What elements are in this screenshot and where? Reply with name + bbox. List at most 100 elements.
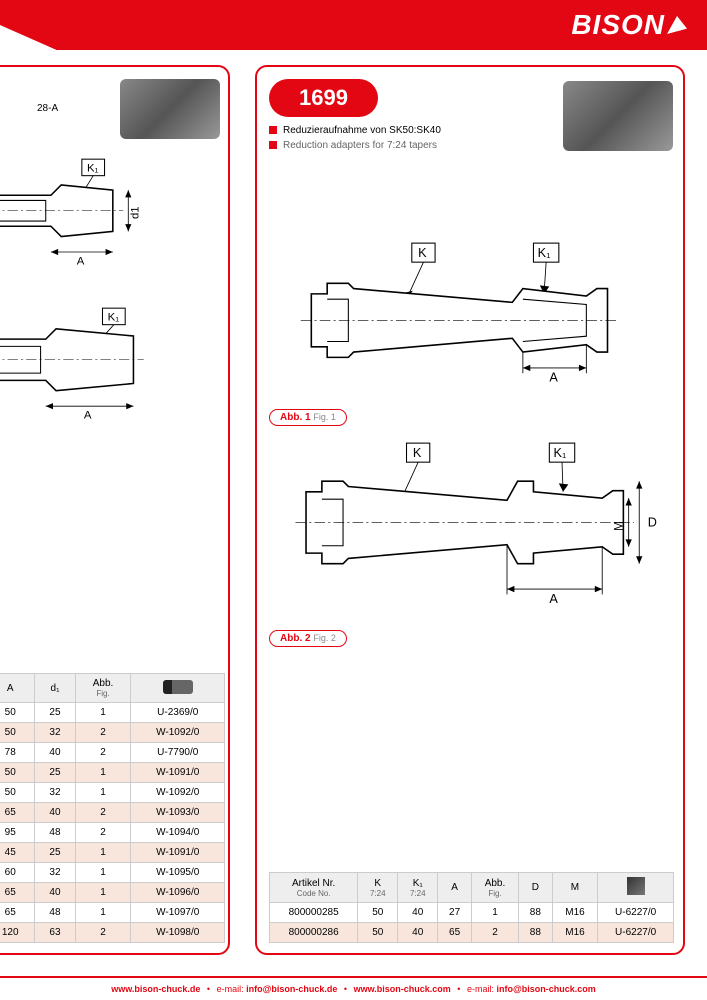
right-th: D <box>518 873 552 903</box>
table-row: 45251W-1091/0 <box>0 843 225 863</box>
left-diagram-1: K₁ A d1 <box>0 154 216 278</box>
right-diagram-fig2: K K₁ A D M <box>269 441 671 621</box>
svg-text:M: M <box>612 521 625 531</box>
table-cell: W-1094/0 <box>131 823 225 843</box>
fig2-label: Abb. 2 Fig. 2 <box>269 630 347 647</box>
page-footer: www.bison-chuck.de • e-mail: info@bison-… <box>0 976 707 1000</box>
table-cell: W-1092/0 <box>131 783 225 803</box>
table-cell: 88 <box>518 923 552 943</box>
table-cell: 88 <box>518 903 552 923</box>
table-cell: 2 <box>75 723 131 743</box>
svg-text:K₁: K₁ <box>87 163 99 175</box>
right-th: K7:24 <box>358 873 398 903</box>
screw-icon <box>163 680 193 694</box>
table-cell: 50 <box>358 903 398 923</box>
product-number-pill: 1699 <box>269 79 378 117</box>
left-th: d₁ <box>35 674 75 703</box>
table-cell: 40 <box>35 803 75 823</box>
brand-header: BISON <box>0 0 707 50</box>
footer-email-de: info@bison-chuck.de <box>246 984 337 994</box>
bullet-icon <box>269 141 277 149</box>
footer-url-de: www.bison-chuck.de <box>111 984 200 994</box>
table-cell: 40 <box>398 903 438 923</box>
table-cell: 1 <box>75 703 131 723</box>
cube-icon <box>627 877 645 895</box>
footer-url-com: www.bison-chuck.com <box>354 984 451 994</box>
svg-text:K₁: K₁ <box>554 446 567 460</box>
table-cell: W-1097/0 <box>131 903 225 923</box>
table-cell: 40 <box>35 743 75 763</box>
table-row: 65402W-1093/0 <box>0 803 225 823</box>
table-cell: 800000285 <box>270 903 358 923</box>
table-row: 50251W-1091/0 <box>0 763 225 783</box>
svg-text:A: A <box>84 409 92 421</box>
bullet-icon <box>269 126 277 134</box>
table-cell: M16 <box>552 903 597 923</box>
table-cell: 1 <box>75 843 131 863</box>
table-cell: 120 <box>0 923 35 943</box>
table-cell: 60 <box>0 863 35 883</box>
table-cell: 50 <box>0 783 35 803</box>
right-spec-table: Artikel Nr.Code No.K7:24K₁7:24AAbb.Fig.D… <box>269 872 674 943</box>
table-row: 120632W-1098/0 <box>0 923 225 943</box>
table-row: 50322W-1092/0 <box>0 723 225 743</box>
table-cell: 32 <box>35 863 75 883</box>
left-diagram-2: K₁ A <box>0 303 216 427</box>
table-cell: 2 <box>75 823 131 843</box>
right-diagrams: K K₁ A Abb. 1 Fig. 1 K K₁ A D <box>269 241 671 647</box>
table-cell: U-2369/0 <box>131 703 225 723</box>
right-th: Artikel Nr.Code No. <box>270 873 358 903</box>
table-cell: 40 <box>398 923 438 943</box>
table-cell: 800000286 <box>270 923 358 943</box>
right-th: Abb.Fig. <box>472 873 519 903</box>
table-cell: W-1096/0 <box>131 883 225 903</box>
svg-text:D: D <box>648 515 657 529</box>
svg-text:A: A <box>549 592 558 606</box>
table-row: 95482W-1094/0 <box>0 823 225 843</box>
table-cell: 2 <box>75 923 131 943</box>
svg-text:K₁: K₁ <box>108 311 120 323</box>
table-cell: 65 <box>0 803 35 823</box>
svg-text:K: K <box>413 446 422 460</box>
brand-logo: BISON <box>571 9 665 41</box>
left-spec-table: Ad₁Abb.Fig. 50251U-2369/050322W-1092/078… <box>0 673 225 943</box>
table-cell: 32 <box>35 723 75 743</box>
table-cell: 1 <box>75 903 131 923</box>
product-photo-left <box>120 79 220 139</box>
svg-text:A: A <box>77 255 85 267</box>
table-cell: 48 <box>35 903 75 923</box>
left-th: A <box>0 674 35 703</box>
product-photo-right <box>563 81 673 151</box>
right-th <box>598 873 674 903</box>
svg-text:A: A <box>549 371 558 385</box>
table-cell: 25 <box>35 703 75 723</box>
table-cell: 1 <box>75 783 131 803</box>
table-cell: U-7790/0 <box>131 743 225 763</box>
table-row: 65401W-1096/0 <box>0 883 225 903</box>
table-cell: 2 <box>472 923 519 943</box>
table-row: 50321W-1092/0 <box>0 783 225 803</box>
table-cell: 48 <box>35 823 75 843</box>
right-th: M <box>552 873 597 903</box>
right-th: A <box>438 873 472 903</box>
table-row: 800000285504027188M16U-6227/0 <box>270 903 674 923</box>
left-th: Abb.Fig. <box>75 674 131 703</box>
table-cell: U-6227/0 <box>598 923 674 943</box>
product-card-left: 28-A K₁ A d1 K₁ A Ad₁Abb.Fig. 50 <box>0 65 230 955</box>
table-cell: 50 <box>0 703 35 723</box>
table-cell: 63 <box>35 923 75 943</box>
right-th: K₁7:24 <box>398 873 438 903</box>
table-cell: 2 <box>75 743 131 763</box>
table-cell: 50 <box>0 763 35 783</box>
logo-accent-icon <box>667 16 687 34</box>
table-cell: 27 <box>438 903 472 923</box>
table-cell: 50 <box>0 723 35 743</box>
table-cell: 45 <box>0 843 35 863</box>
svg-text:K: K <box>418 246 427 260</box>
table-cell: M16 <box>552 923 597 943</box>
table-cell: 40 <box>35 883 75 903</box>
table-cell: 65 <box>438 923 472 943</box>
table-cell: 1 <box>75 863 131 883</box>
table-cell: 2 <box>75 803 131 823</box>
table-cell: W-1092/0 <box>131 723 225 743</box>
